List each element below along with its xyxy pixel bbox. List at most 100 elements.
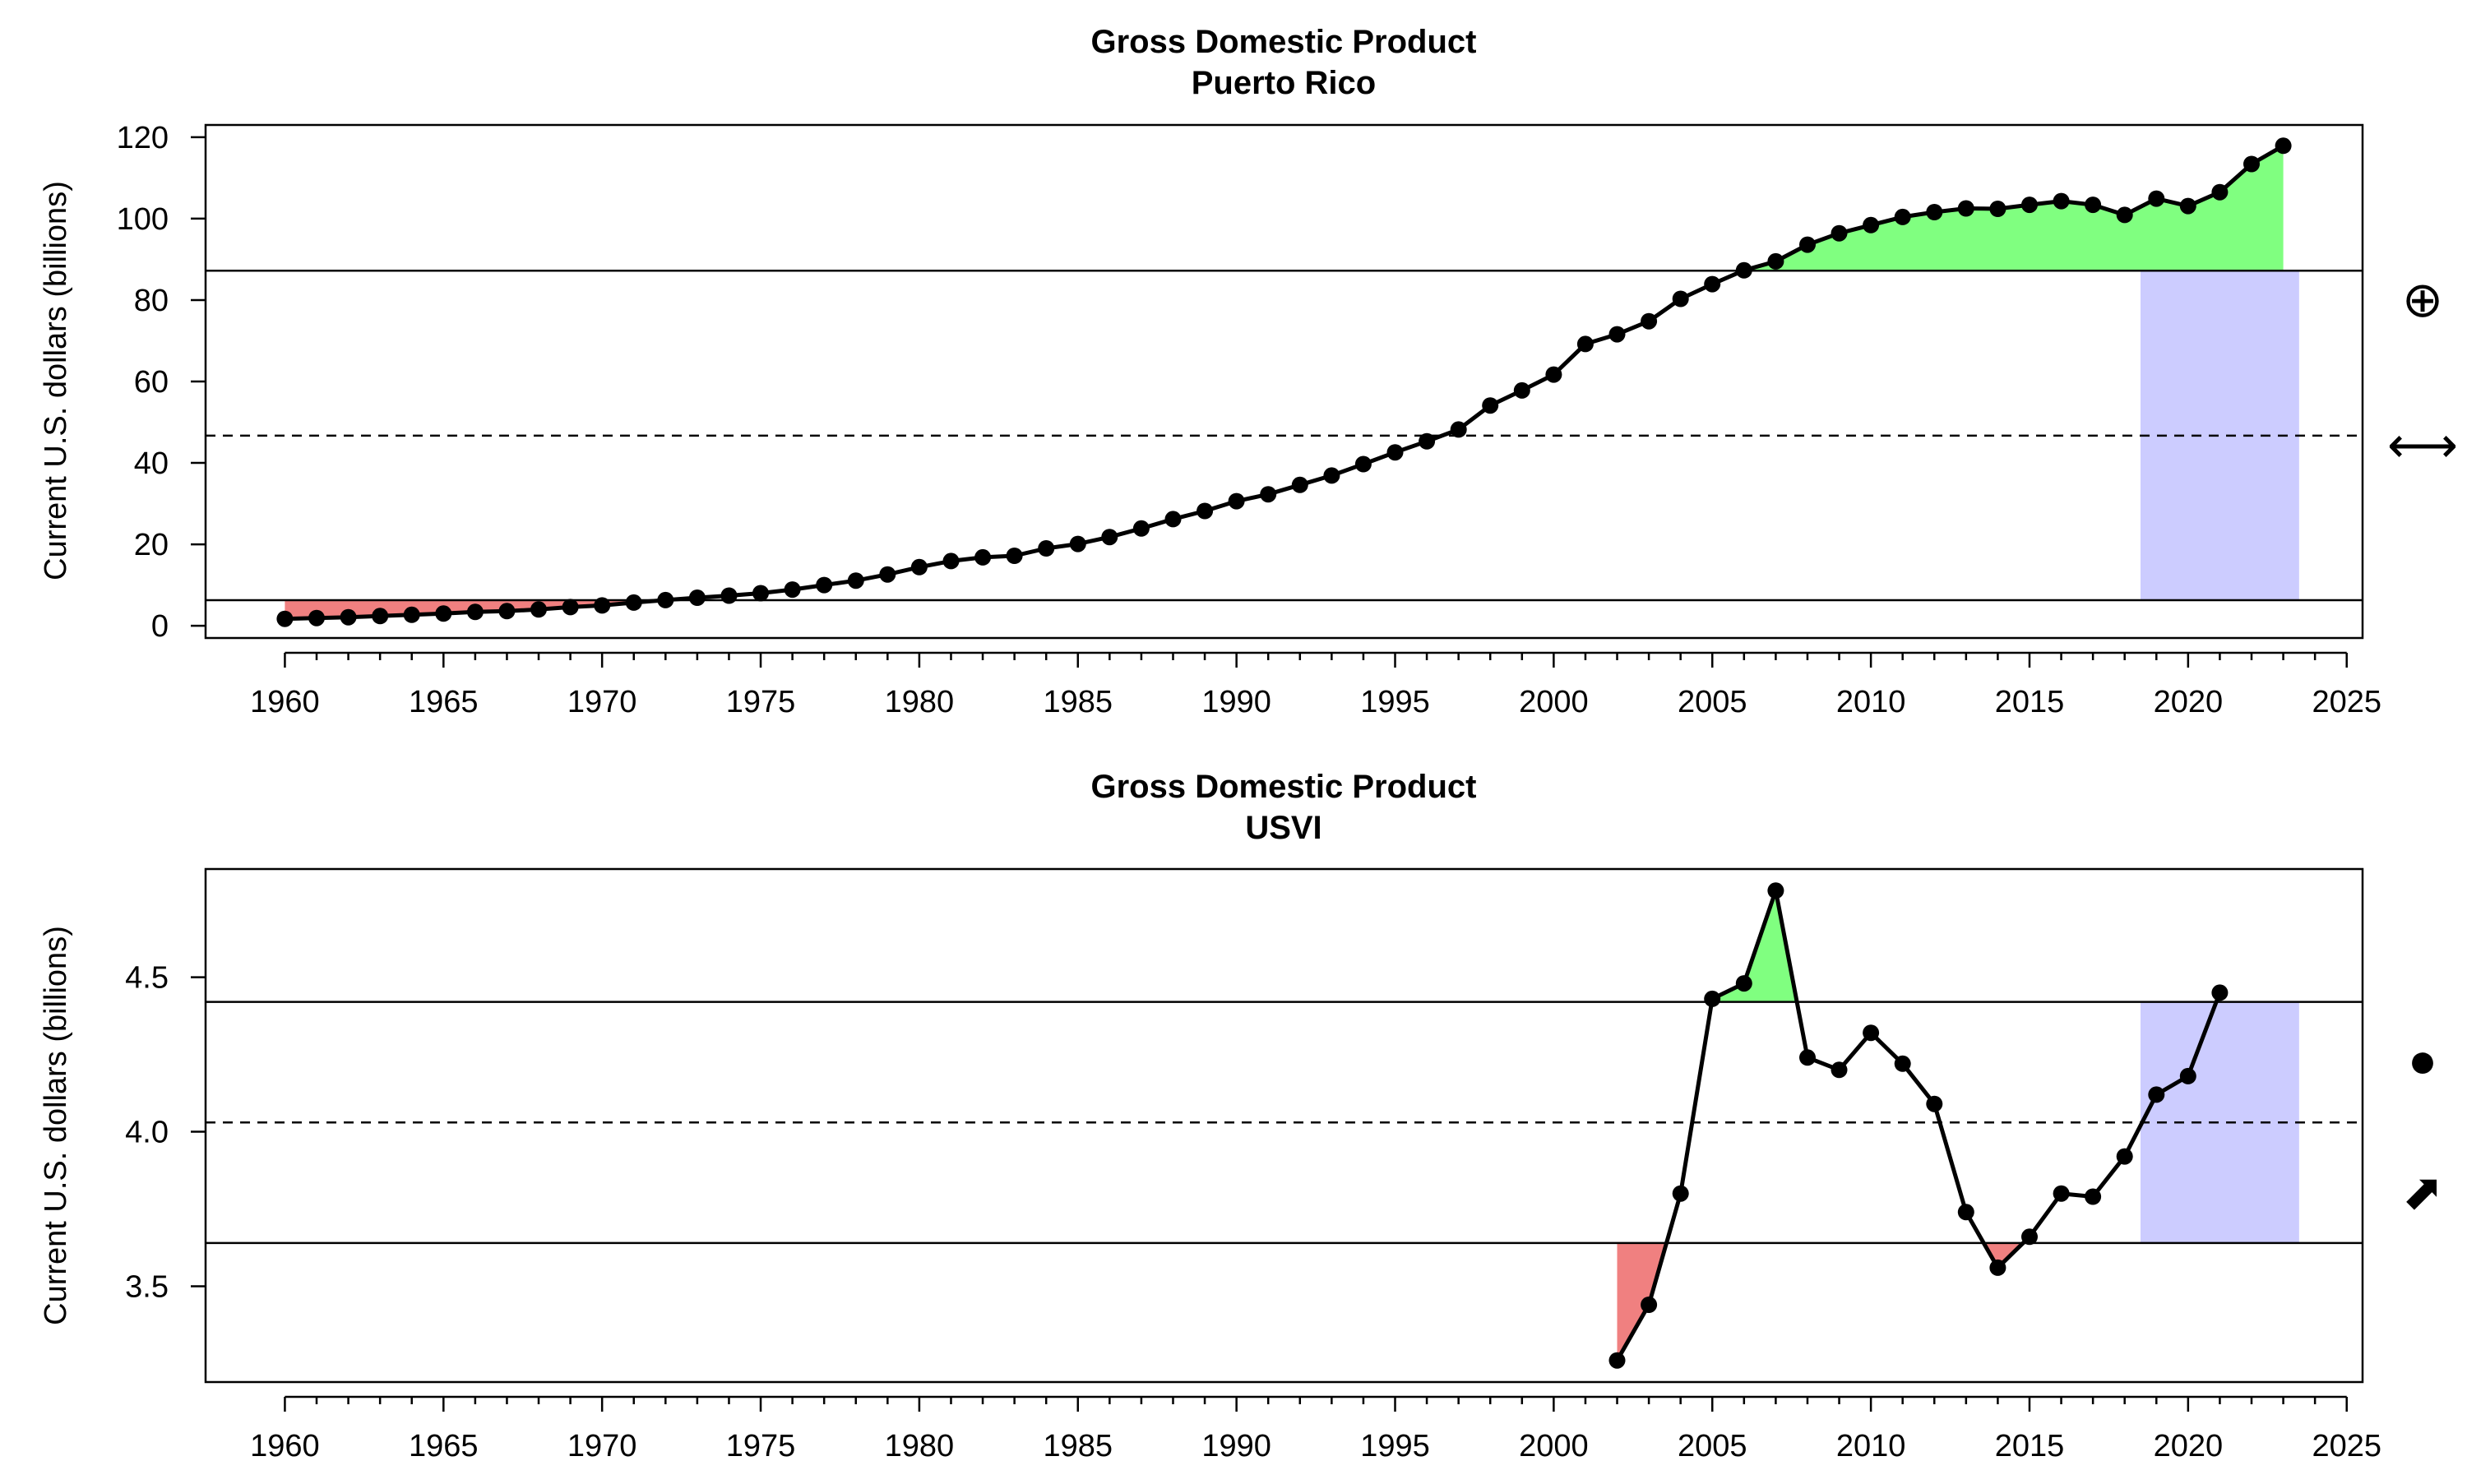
data-point (1419, 432, 1436, 450)
data-point (1831, 224, 1848, 242)
data-point (2179, 197, 2196, 215)
data-point (340, 608, 357, 626)
chart-subtitle: USVI (1245, 810, 1321, 846)
chart-subtitle: Puerto Rico (1192, 65, 1376, 101)
data-point (530, 601, 547, 618)
x-tick-label: 1970 (567, 685, 637, 719)
x-tick-label: 2000 (1519, 1429, 1589, 1463)
data-point (2275, 137, 2292, 155)
panel-puerto-rico: Gross Domestic Product Puerto Rico Curre… (39, 24, 2458, 719)
data-point (1323, 467, 1340, 484)
x-tick-label: 1960 (250, 685, 320, 719)
x-tick-label: 2010 (1836, 685, 1906, 719)
data-point (1831, 1061, 1848, 1079)
data-point (594, 597, 611, 614)
data-point (2211, 183, 2229, 201)
data-point (1767, 252, 1784, 270)
data-point (1641, 1297, 1658, 1313)
data-point (1735, 975, 1752, 992)
x-tick-label: 1965 (409, 1429, 479, 1463)
circle-plus-icon: ⊕ (2402, 272, 2443, 327)
data-point (2116, 1148, 2133, 1165)
data-point (2116, 206, 2133, 224)
data-point (2243, 155, 2260, 173)
data-point (1545, 366, 1562, 383)
data-point (816, 576, 833, 594)
plot-frame (204, 867, 2364, 1384)
data-point (1957, 1204, 1974, 1221)
data-point (1926, 204, 1943, 220)
data-point (1989, 1259, 2006, 1276)
data-point (562, 599, 579, 616)
x-tick-label: 2010 (1836, 1429, 1906, 1463)
x-tick-label: 2015 (1995, 685, 2065, 719)
data-point (1038, 540, 1055, 557)
data-point (942, 552, 960, 570)
data-point (1672, 1185, 1689, 1202)
data-point (2148, 1086, 2165, 1103)
data-point (1291, 476, 1308, 493)
x-tick-label: 1965 (409, 685, 479, 719)
y-tick-label: 100 (117, 202, 169, 237)
data-point (1672, 290, 1689, 307)
data-point (1641, 312, 1658, 330)
y-tick-label: 120 (117, 121, 169, 155)
data-point (308, 609, 325, 626)
data-point (625, 594, 642, 611)
data-point (1863, 216, 1880, 233)
data-point (1354, 455, 1372, 473)
x-tick-label: 2020 (2154, 685, 2224, 719)
data-point (1608, 1352, 1626, 1369)
x-tick-label: 2005 (1678, 1429, 1747, 1463)
data-point (1513, 381, 1530, 399)
data-point (2148, 190, 2165, 207)
recent-window-band (2140, 270, 2299, 600)
x-tick-label: 1980 (885, 1429, 955, 1463)
data-point (2053, 192, 2070, 210)
y-tick-label: 4.5 (125, 961, 169, 996)
data-point (2211, 984, 2229, 1001)
data-point (1069, 535, 1086, 552)
data-point (1767, 882, 1784, 899)
y-tick-label: 40 (134, 446, 169, 481)
x-tick-label: 1995 (1360, 685, 1430, 719)
data-point (720, 587, 738, 604)
x-tick-label: 1995 (1360, 1429, 1430, 1463)
x-tick-label: 2015 (1995, 1429, 2065, 1463)
data-point (1704, 275, 1721, 293)
panel-usvi: Gross Domestic Product USVI Current U.S.… (39, 769, 2443, 1463)
data-point (1735, 261, 1752, 279)
data-point (879, 566, 896, 583)
data-point (910, 558, 928, 576)
y-tick-label: 4.0 (125, 1116, 169, 1150)
data-point (1926, 1095, 1943, 1112)
data-point (1989, 201, 2006, 217)
data-point (1894, 1055, 1911, 1072)
data-point (784, 581, 801, 599)
below-lower-region (1983, 1242, 2024, 1268)
x-tick-label: 1970 (567, 1429, 637, 1463)
data-point (2021, 1228, 2038, 1246)
x-tick-label: 2000 (1519, 685, 1589, 719)
data-point (1957, 200, 1974, 217)
x-tick-label: 2020 (2154, 1429, 2224, 1463)
data-point (752, 585, 769, 602)
y-tick-label: 0 (151, 609, 169, 644)
data-point (1576, 335, 1594, 353)
data-point (688, 589, 706, 606)
data-point (466, 603, 484, 621)
chart-title: Gross Domestic Product (1090, 24, 1476, 60)
x-tick-label: 1985 (1043, 685, 1113, 719)
recent-window-band (2140, 1001, 2299, 1243)
data-point (1450, 421, 1467, 438)
y-axis-label: Current U.S. dollars (billions) (39, 181, 73, 580)
arrow-up-right-icon: ⬈ (2402, 1164, 2443, 1219)
data-point (1608, 326, 1626, 343)
data-point (1863, 1024, 1880, 1042)
x-tick-label: 1975 (726, 685, 796, 719)
x-tick-label: 2005 (1678, 685, 1747, 719)
data-point (498, 603, 516, 620)
data-point (1704, 990, 1721, 1007)
chart-title: Gross Domestic Product (1090, 769, 1476, 805)
data-point (372, 608, 389, 625)
